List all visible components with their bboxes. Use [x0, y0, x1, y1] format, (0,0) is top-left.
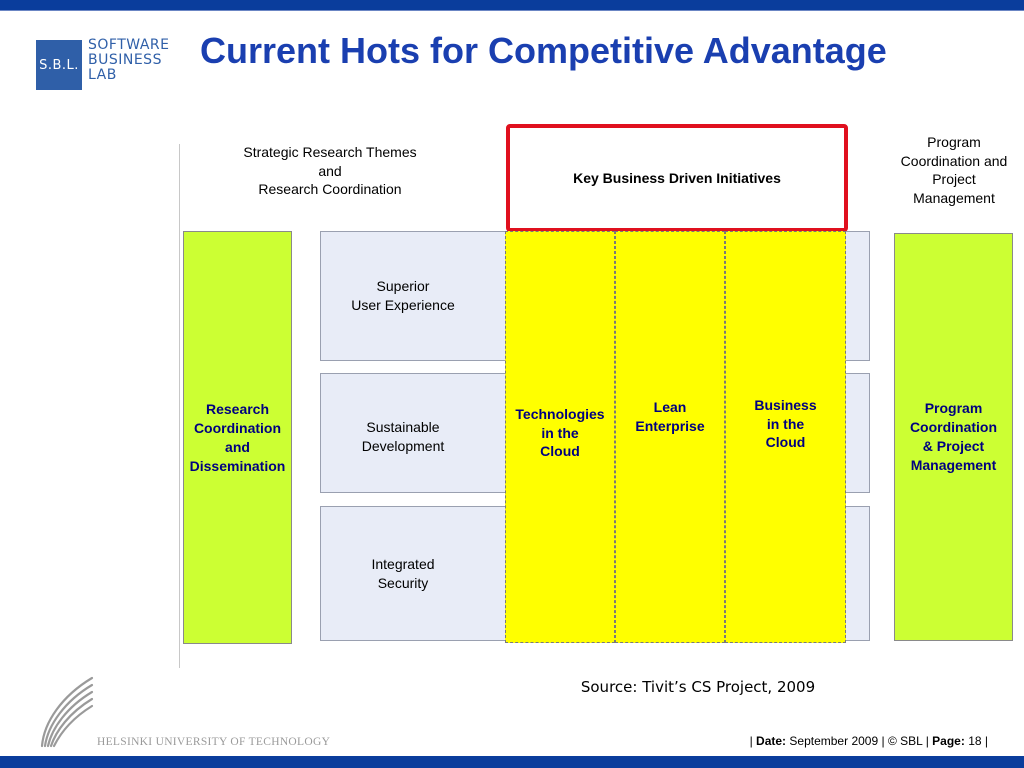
initiative-line: in the — [541, 424, 579, 441]
initiative-lean-enterprise: Lean Enterprise — [615, 231, 725, 643]
program-coordination-column: Program Coordination & Project Managemen… — [894, 233, 1013, 641]
slide-title: Current Hots for Competitive Advantage — [200, 30, 887, 71]
university-name: HELSINKI UNIVERSITY OF TECHNOLOGY — [97, 736, 331, 748]
initiative-line: Lean — [653, 399, 687, 415]
initiative-line: Business — [754, 397, 817, 413]
bottom-bar — [0, 756, 1024, 768]
initiative-line: in the — [766, 415, 805, 432]
column-line: and — [225, 438, 250, 455]
research-coordination-label: Research Coordination and Dissemination — [190, 400, 286, 476]
logo-word: SOFTWARE — [88, 37, 170, 53]
column-line: Program — [924, 400, 983, 416]
research-coordination-column: Research Coordination and Dissemination — [183, 231, 292, 644]
theme-line: Superior — [376, 278, 430, 294]
heading-line: and — [318, 162, 342, 179]
column-line: Management — [910, 457, 997, 473]
logo-word: BUSINESS — [88, 52, 162, 68]
footer-date: September 2009 — [789, 734, 879, 748]
divider-line — [179, 144, 180, 668]
initiative-label: Business in the Cloud — [726, 396, 845, 452]
key-initiatives-label: Key Business Driven Initiatives — [573, 170, 781, 186]
initiative-line: Technologies — [515, 406, 605, 422]
top-bar — [0, 0, 1024, 11]
theme-line: User Experience — [351, 296, 455, 313]
column-line: Dissemination — [189, 457, 286, 474]
theme-line: Development — [361, 437, 445, 454]
heading-line: Coordination and — [900, 152, 1008, 169]
column-line: Research — [205, 400, 270, 417]
footer-page-number: 18 — [968, 734, 982, 748]
logo-word: LAB — [88, 67, 117, 83]
heading-line: Strategic Research Themes — [243, 144, 417, 160]
sbl-logo-mark: S.B.L. — [36, 40, 82, 90]
initiative-technologies-in-the-cloud: Technologies in the Cloud — [505, 231, 615, 643]
column-line: Coordination — [909, 419, 998, 435]
sbl-logo: S.B.L. SOFTWARE BUSINESS LAB — [36, 38, 176, 94]
source-caption: Source: Tivit’s CS Project, 2009 — [580, 678, 816, 696]
initiative-label: Technologies in the Cloud — [506, 405, 614, 461]
program-coordination-label: Program Coordination & Project Managemen… — [910, 399, 997, 475]
sbl-logo-words: SOFTWARE BUSINESS LAB — [88, 38, 178, 83]
theme-line: Security — [377, 574, 429, 591]
heading-program-coordination: Program Coordination and Project Managem… — [888, 133, 1020, 207]
heading-line: Program — [927, 134, 981, 150]
footer: | Date: September 2009 | © SBL | Page: 1… — [749, 734, 988, 748]
theme-line: Integrated — [371, 556, 435, 572]
initiative-line: Cloud — [765, 434, 806, 450]
theme-label-integrated-security: Integrated Security — [320, 555, 486, 592]
initiative-line: Enterprise — [635, 417, 705, 434]
footer-page-label: Page: — [932, 734, 965, 748]
heading-line: Research Coordination — [258, 181, 402, 197]
initiative-line: Cloud — [540, 443, 580, 459]
theme-label-sustainable-development: Sustainable Development — [320, 418, 486, 455]
theme-line: Sustainable — [366, 419, 440, 435]
hut-logo-icon — [40, 676, 94, 748]
heading-strategic-research: Strategic Research Themes and Research C… — [200, 143, 460, 199]
heading-line: Management — [913, 189, 995, 206]
column-line: & Project — [922, 438, 985, 454]
footer-copyright: © SBL — [887, 734, 923, 748]
column-line: Coordination — [193, 419, 282, 436]
heading-line: Project — [932, 171, 976, 187]
initiative-business-in-the-cloud: Business in the Cloud — [725, 231, 846, 643]
initiative-label: Lean Enterprise — [616, 398, 724, 435]
key-initiatives-heading: Key Business Driven Initiatives — [506, 124, 848, 232]
footer-date-label: Date: — [756, 734, 787, 748]
theme-label-user-experience: Superior User Experience — [320, 277, 486, 314]
